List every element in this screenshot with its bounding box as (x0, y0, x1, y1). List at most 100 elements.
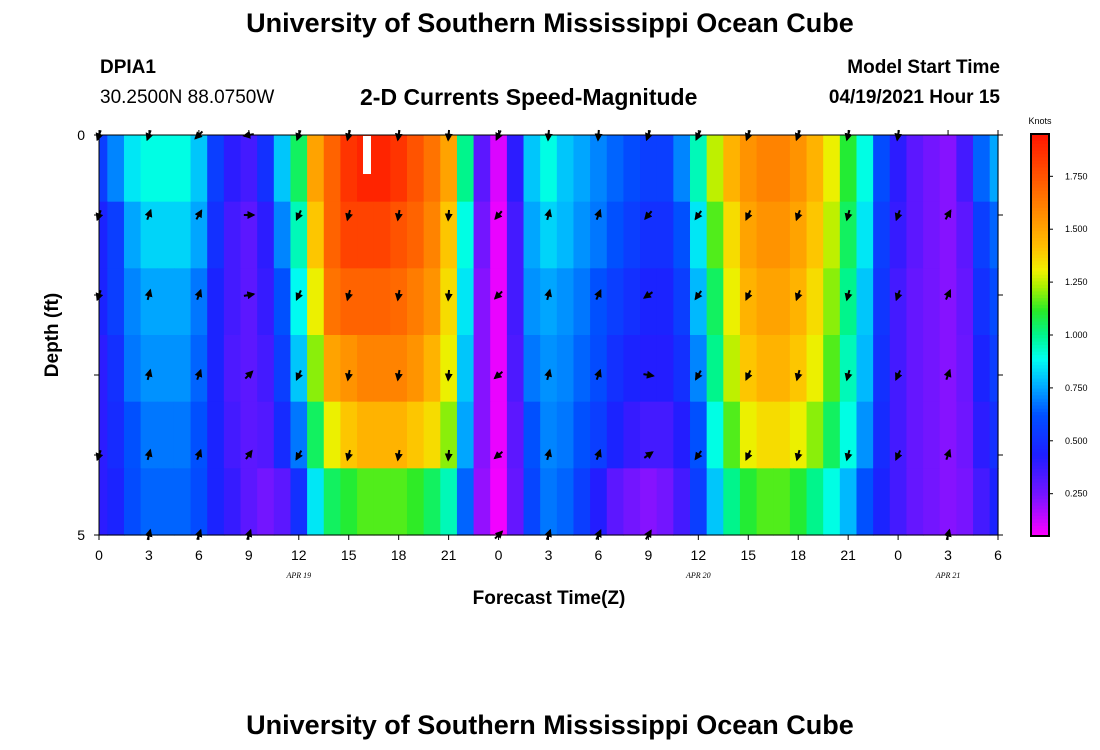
colorbar-segment (1031, 261, 1049, 266)
heatmap-cell (756, 135, 774, 203)
heatmap-cell (823, 401, 841, 469)
heatmap-cell (257, 201, 275, 269)
heatmap-cell (190, 335, 208, 403)
heatmap-cell (290, 135, 308, 203)
heatmap-cell (473, 335, 491, 403)
colorbar-segment (1031, 529, 1049, 534)
heatmap-cell (906, 268, 924, 336)
heatmap-cell (690, 468, 708, 536)
colorbar-segment (1031, 224, 1049, 229)
heatmap-cell (873, 201, 891, 269)
heatmap-cell (590, 135, 608, 203)
heatmap-cell (640, 401, 658, 469)
heatmap-cell (406, 401, 425, 469)
colorbar-tick-label: 1.250 (1065, 277, 1088, 287)
colorbar-segment (1031, 234, 1049, 239)
current-arrow (794, 369, 803, 382)
heatmap-cell (939, 201, 957, 269)
heatmap-cell (540, 335, 558, 403)
heatmap-cell (839, 401, 858, 469)
heatmap-cell (257, 401, 275, 469)
heatmap-cell (406, 468, 425, 536)
colorbar-segment (1031, 398, 1049, 403)
heatmap-cell (739, 335, 758, 403)
heatmap-cell (107, 268, 125, 336)
heatmap-cell (406, 135, 425, 203)
heatmap-cell (140, 201, 158, 269)
heatmap-cell (107, 401, 125, 469)
heatmap-cell (390, 268, 408, 336)
heatmap-cell (423, 335, 441, 403)
current-arrow (844, 289, 853, 302)
heatmap-cell (723, 401, 741, 469)
heatmap-cell (906, 468, 924, 536)
heatmap-cell (590, 468, 608, 536)
colorbar-segment (1031, 445, 1049, 450)
current-arrow (894, 289, 903, 302)
colorbar-segment (1031, 469, 1049, 473)
heatmap-cell (190, 268, 208, 336)
current-arrow (394, 369, 403, 382)
heatmap-cell (839, 201, 858, 269)
heatmap-cell (956, 335, 974, 403)
footer-title: University of Southern Mississippi Ocean… (246, 710, 854, 740)
current-arrow (345, 289, 353, 302)
heatmap-cell (190, 135, 208, 203)
current-arrow (444, 209, 453, 222)
colorbar-segment (1031, 365, 1049, 370)
heatmap-cell (290, 268, 308, 336)
heatmap-cell (939, 468, 957, 536)
current-arrow (295, 370, 303, 381)
current-arrow (943, 289, 952, 300)
heatmap-cell (640, 335, 658, 403)
heatmap-cell (923, 201, 941, 269)
heatmap-cell (173, 201, 192, 269)
colorbar-segment (1031, 281, 1049, 286)
current-arrow (544, 288, 553, 301)
heatmap-cell (240, 268, 258, 336)
heatmap-cell (923, 268, 941, 336)
heatmap-cell (889, 335, 908, 403)
heatmap-cell (640, 135, 658, 203)
heatmap-cell (656, 401, 674, 469)
heatmap-cell (706, 201, 724, 269)
heatmap-cell (623, 135, 641, 203)
colorbar-segment (1031, 271, 1049, 276)
heatmap-cell (107, 135, 125, 203)
colorbar-tick-label: 0.500 (1065, 436, 1088, 446)
colorbar-segment (1031, 415, 1049, 420)
heatmap-cell (873, 401, 891, 469)
x-tick-label: 12 (691, 547, 707, 563)
x-tick-label: 9 (245, 547, 253, 563)
heatmap-cell (673, 268, 691, 336)
colorbar-segment (1031, 298, 1049, 303)
missing-data-cell (363, 136, 371, 174)
heatmap-cell (640, 201, 658, 269)
current-arrow (394, 449, 403, 462)
heatmap-cell (540, 468, 558, 536)
colorbar-segment (1031, 378, 1049, 383)
heatmap-cell (240, 468, 258, 536)
colorbar-tick-label: 1.000 (1065, 330, 1088, 340)
heatmap-cell (523, 335, 541, 403)
heatmap-cell (340, 401, 358, 469)
current-arrow (544, 368, 553, 381)
y-axis-title: Depth (ft) (42, 293, 63, 377)
current-arrow (194, 448, 203, 461)
heatmap-cell (290, 468, 308, 536)
heatmap-cell (956, 468, 974, 536)
colorbar-segment (1031, 174, 1049, 179)
heatmap-cell (456, 201, 475, 269)
current-arrow (844, 209, 853, 222)
colorbar-tick-label: 1.500 (1065, 224, 1088, 234)
current-arrow (694, 210, 703, 221)
heatmap (99, 135, 999, 536)
colorbar-segment (1031, 432, 1049, 437)
heatmap-cell (806, 268, 824, 336)
heatmap-cell (373, 268, 391, 336)
heatmap-cell (723, 468, 741, 536)
heatmap-cell (506, 401, 525, 469)
heatmap-cell (756, 468, 774, 536)
heatmap-cell (839, 468, 858, 536)
colorbar-segment (1031, 244, 1049, 249)
